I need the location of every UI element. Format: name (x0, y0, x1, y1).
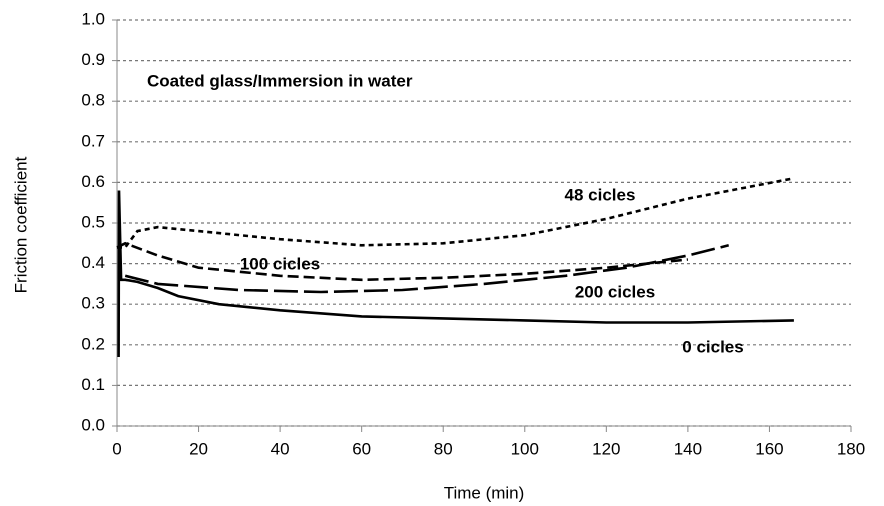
x-tick-label: 60 (352, 439, 371, 458)
annotation: Coated glass/Immersion in water (147, 71, 413, 90)
y-tick-label: 0.4 (81, 253, 105, 272)
series-label: 200 cicles (575, 282, 655, 301)
series-line (117, 177, 795, 249)
y-tick-label: 0.1 (81, 375, 105, 394)
x-tick-label: 40 (271, 439, 290, 458)
series-line (116, 241, 689, 282)
series-line (124, 244, 730, 294)
x-tick-label: 160 (755, 439, 783, 458)
y-tick-label: 0.7 (81, 131, 105, 150)
x-tick-label: 120 (592, 439, 620, 458)
x-tick-label: 80 (434, 439, 453, 458)
x-tick-label: 140 (674, 439, 702, 458)
y-tick-label: 1.0 (81, 9, 105, 28)
x-tick-label: 180 (837, 439, 865, 458)
y-tick-label: 0.9 (81, 50, 105, 69)
series-line (117, 190, 794, 358)
series-label: 100 cicles (240, 254, 320, 273)
y-tick-label: 0.3 (81, 294, 105, 313)
y-tick-label: 0.6 (81, 172, 105, 191)
y-tick-label: 0.2 (81, 334, 105, 353)
y-tick-label: 0.0 (81, 415, 105, 434)
x-tick-label: 100 (511, 439, 539, 458)
y-tick-label: 0.8 (81, 91, 105, 110)
x-tick-label: 20 (189, 439, 208, 458)
y-tick-label: 0.5 (81, 212, 105, 231)
series-label: 0 cicles (682, 337, 743, 356)
x-tick-label: 0 (112, 439, 121, 458)
x-axis-label: Time (min) (444, 483, 525, 502)
series-label: 48 cicles (565, 185, 636, 204)
y-axis-label: Friction coefficient (11, 156, 30, 293)
